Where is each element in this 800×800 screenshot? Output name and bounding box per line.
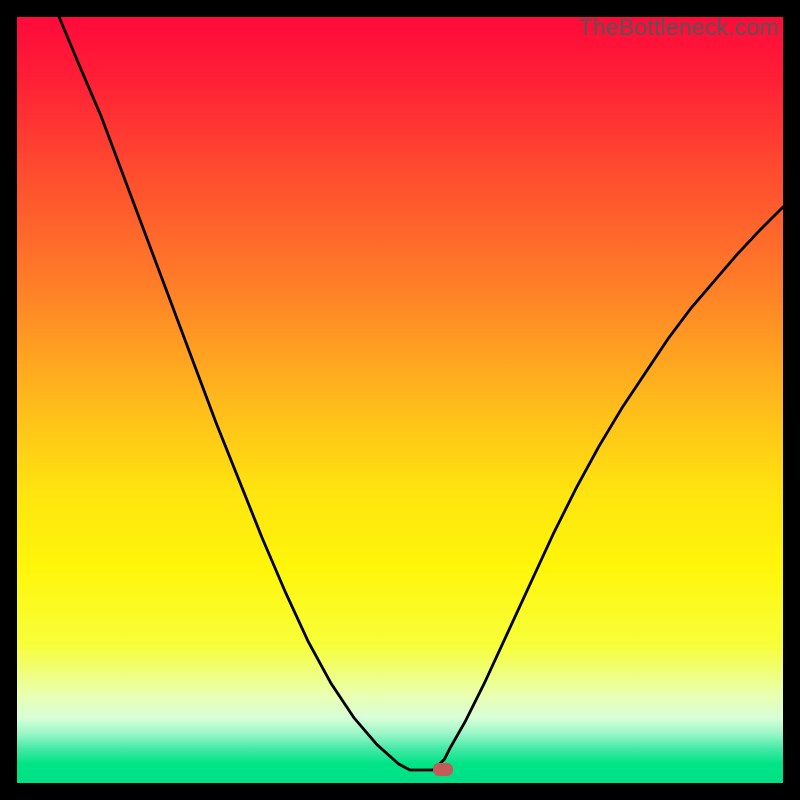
bottleneck-curve — [17, 17, 783, 783]
optimal-point-marker — [433, 763, 453, 776]
chart-frame: { "watermark": { "text": "TheBottleneck.… — [0, 0, 800, 800]
plot-area: TheBottleneck.com — [17, 17, 783, 783]
